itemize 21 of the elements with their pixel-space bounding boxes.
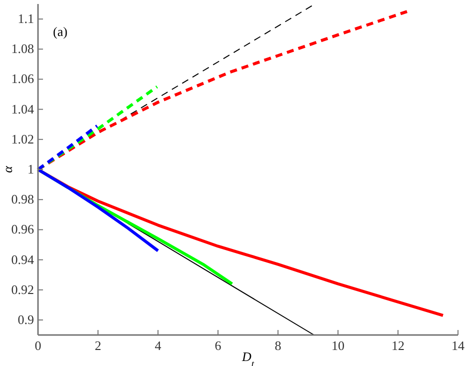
y-tick-label: 0.98 bbox=[11, 192, 34, 207]
x-tick-label: 0 bbox=[34, 338, 42, 353]
y-tick-label: 1.06 bbox=[11, 71, 34, 86]
x-tick-label: 12 bbox=[392, 338, 404, 353]
y-tick-label: 1 bbox=[28, 162, 34, 176]
x-tick-label: 10 bbox=[332, 338, 344, 353]
y-tick-label: 1.08 bbox=[11, 41, 34, 56]
x-tick-label: 4 bbox=[154, 338, 162, 353]
x-tick-label: 6 bbox=[214, 338, 222, 353]
y-tick-label: 0.92 bbox=[11, 282, 34, 297]
y-axis-title: α bbox=[0, 164, 15, 173]
y-tick-label: 0.94 bbox=[11, 252, 34, 267]
x-tick-label: 8 bbox=[274, 338, 282, 353]
y-tick-label: 0.9 bbox=[18, 312, 34, 327]
y-tick-label: 1.1 bbox=[18, 11, 34, 26]
y-tick-label: 1.04 bbox=[11, 101, 34, 116]
y-tick-label: 0.96 bbox=[11, 222, 34, 237]
x-tick-label: 2 bbox=[94, 338, 102, 353]
annotation: (a) bbox=[53, 24, 68, 39]
y-tick-label: 1.02 bbox=[11, 131, 34, 146]
x-tick-label: 14 bbox=[452, 338, 465, 353]
